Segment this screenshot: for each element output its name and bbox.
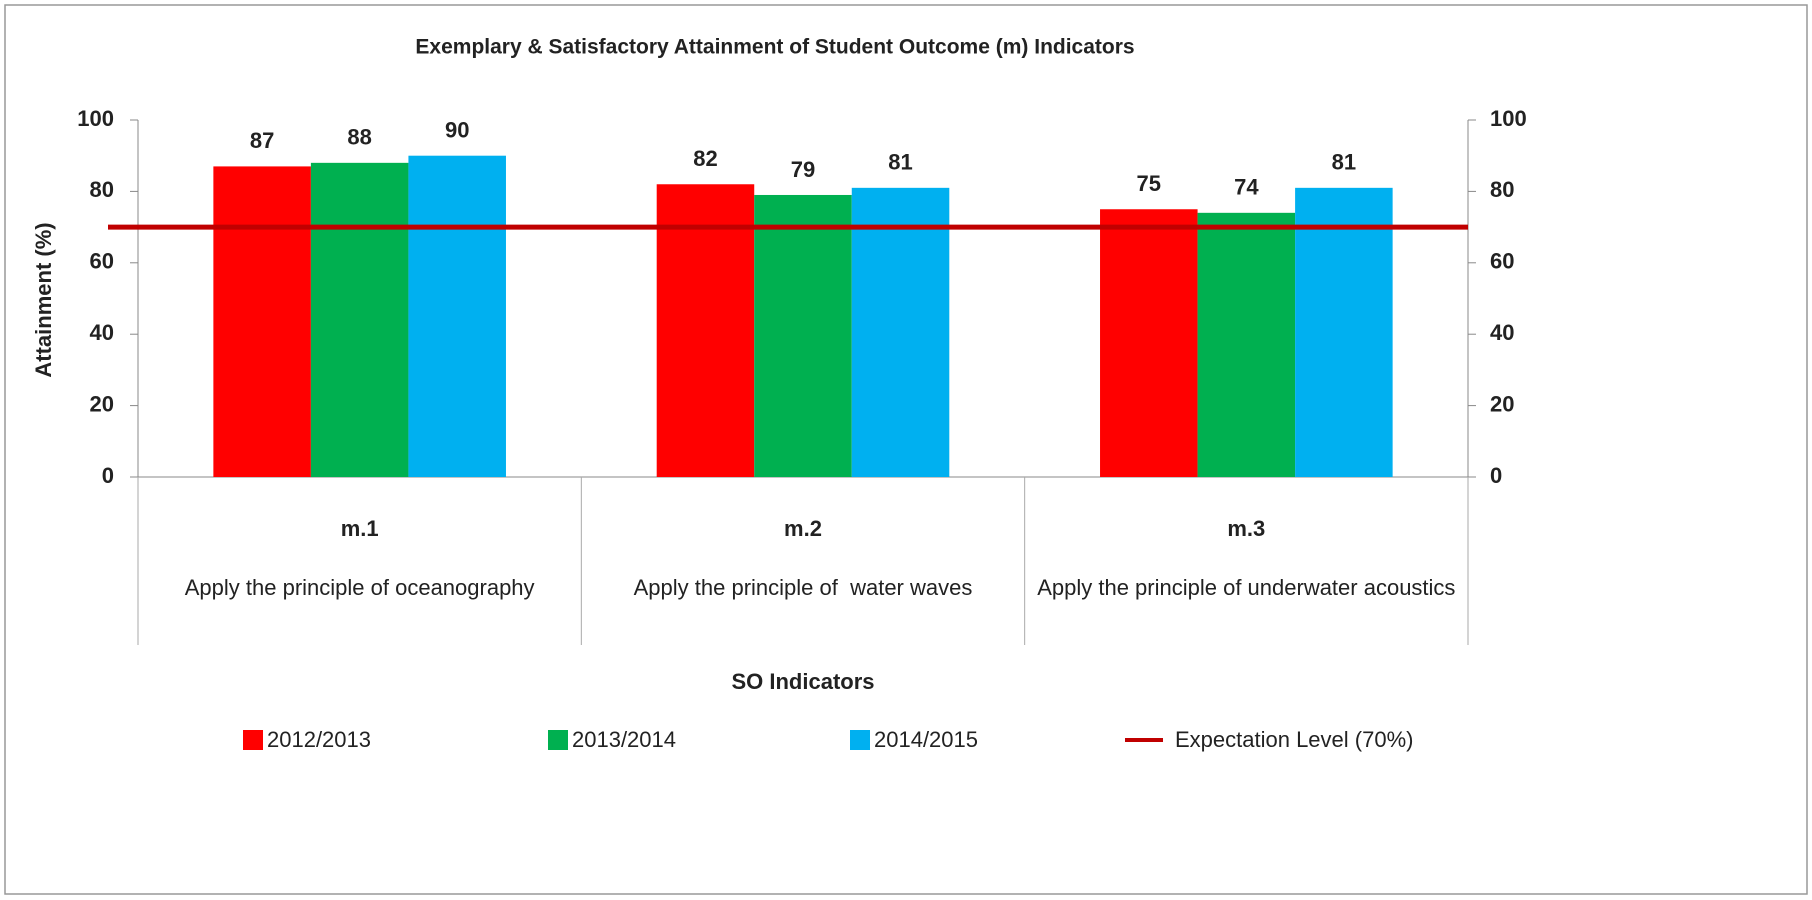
y2-tick-label: 60 (1490, 249, 1514, 274)
data-label: 90 (445, 118, 469, 143)
legend-swatch (243, 730, 263, 750)
legend-label: 2013/2014 (572, 727, 676, 752)
y-tick-label: 20 (90, 391, 114, 416)
y-tick-label: 0 (102, 463, 114, 488)
x-axis-title: SO Indicators (731, 669, 874, 694)
x-tick-label: m.3 (1227, 516, 1265, 541)
x-tick-label: m.2 (784, 516, 822, 541)
y2-tick-label: 100 (1490, 106, 1527, 131)
x-tick-label: m.1 (341, 516, 379, 541)
category-description: Apply the principle of oceanography (184, 575, 535, 600)
data-label: 75 (1137, 171, 1161, 196)
data-label: 88 (347, 125, 371, 150)
legend-swatch (548, 730, 568, 750)
legend-swatch (850, 730, 870, 750)
y2-tick-label: 40 (1490, 320, 1514, 345)
bar (1100, 209, 1198, 477)
category-description: Apply the principle of water waves (633, 575, 973, 600)
bar (213, 166, 311, 477)
bar (1197, 212, 1296, 477)
y2-tick-label: 0 (1490, 463, 1502, 488)
data-label: 81 (888, 150, 912, 175)
data-label: 87 (250, 128, 274, 153)
bar (408, 155, 506, 477)
y-tick-label: 60 (90, 249, 114, 274)
y-tick-label: 80 (90, 177, 114, 202)
data-label: 79 (791, 157, 815, 182)
chart-title: Exemplary & Satisfactory Attainment of S… (415, 36, 1134, 59)
y2-tick-label: 20 (1490, 391, 1514, 416)
y-tick-label: 40 (90, 320, 114, 345)
legend-label: Expectation Level (70%) (1175, 727, 1413, 752)
bar (310, 162, 409, 477)
data-label: 74 (1234, 175, 1259, 200)
legend-label: 2014/2015 (874, 727, 978, 752)
data-label: 82 (693, 146, 717, 171)
bar (851, 187, 950, 477)
bar (1295, 187, 1393, 477)
bar (656, 184, 755, 477)
category-description: Apply the principle of underwater acoust… (1037, 575, 1456, 600)
y-axis-title: Attainment (%) (31, 222, 56, 377)
data-label: 81 (1332, 150, 1356, 175)
legend-label: 2012/2013 (267, 727, 371, 752)
bar (754, 194, 852, 477)
y-tick-label: 100 (77, 106, 114, 131)
y2-tick-label: 80 (1490, 177, 1514, 202)
